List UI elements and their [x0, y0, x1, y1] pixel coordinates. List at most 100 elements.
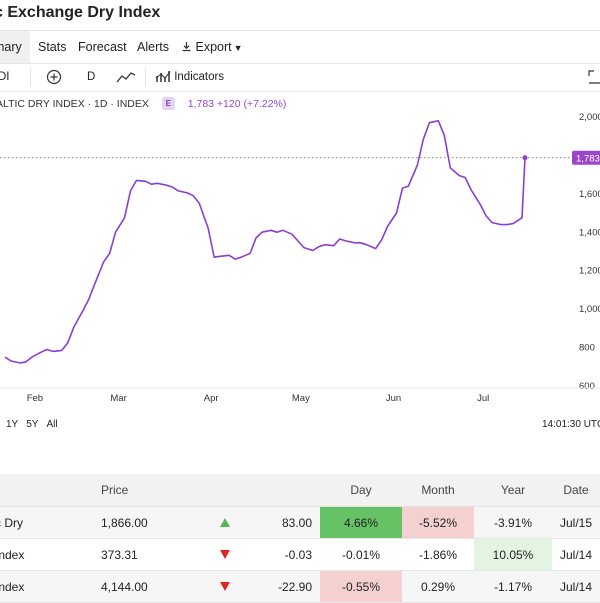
indicators-icon: [155, 70, 171, 82]
table-row[interactable]: Index4,144.00 -22.90-0.55%0.29%-1.17%Jul/…: [0, 570, 600, 603]
tab-forecast-label: Forecast: [78, 40, 127, 54]
table-row[interactable]: Index373.31 -0.03-0.01%-1.86%10.05%Jul/14: [0, 538, 600, 571]
page-title: c Exchange Dry Index: [0, 4, 161, 21]
cell-name[interactable]: Index: [0, 538, 100, 571]
y-tick-label: 2,000: [579, 112, 600, 123]
tab-alerts-label: Alerts: [137, 40, 169, 54]
cell-change: 83.00: [245, 506, 320, 539]
cell-month: -5.52%: [402, 506, 474, 539]
price-tag-label: 1,783: [576, 154, 600, 165]
col-name-header: [0, 474, 100, 507]
y-tick-label: 800: [579, 343, 595, 354]
chart-toolbar: DI D Indicators: [0, 63, 600, 92]
cell-name[interactable]: Index: [0, 570, 100, 603]
tab-forecast[interactable]: Forecast: [78, 31, 127, 63]
cell-change: -22.90: [245, 570, 320, 603]
cell-date: Jul/14: [552, 570, 600, 603]
cell-price: 4,144.00: [100, 570, 205, 603]
y-tick-label: 1,200: [579, 266, 600, 277]
arrow-down-icon: [220, 549, 230, 559]
table-header-row: Price Day Month Year Date: [0, 474, 600, 507]
price-tag: 1,783: [572, 150, 600, 165]
cell-price: 373.31: [100, 538, 205, 571]
cell-name[interactable]: c Dry: [0, 506, 100, 539]
col-change-header: [245, 474, 320, 507]
col-date-header: Date: [552, 474, 600, 507]
cell-change: -0.03: [245, 538, 320, 571]
y-tick-label: 1,000: [579, 304, 600, 315]
col-year-header[interactable]: Year: [474, 474, 552, 507]
col-dir-header: [205, 474, 245, 507]
y-tick-label: 1,600: [579, 189, 600, 200]
col-price-header[interactable]: Price: [100, 474, 205, 507]
indicators-label: Indicators: [174, 71, 225, 83]
cell-direction: [205, 506, 245, 539]
cell-direction: [205, 538, 245, 571]
x-tick-label: Feb: [27, 393, 43, 404]
range-all[interactable]: All: [46, 419, 58, 430]
range-1y[interactable]: 1Y: [6, 419, 19, 430]
x-tick-label: Jul: [477, 393, 489, 404]
cell-date: Jul/15: [552, 506, 600, 539]
legend-symbol-name: ALTIC DRY INDEX · 1D · INDEX: [0, 98, 149, 110]
interval-label: D: [87, 71, 96, 83]
cell-year: -3.91%: [474, 506, 552, 539]
tab-bar: mary Stats Forecast Alerts Export▼: [0, 30, 600, 64]
legend-last-value: 1,783 +120 (+7.22%): [187, 98, 287, 110]
indicators-button[interactable]: Indicators: [155, 63, 224, 91]
tab-summary-label: mary: [0, 40, 22, 54]
cell-day: -0.01%: [320, 538, 402, 571]
cell-month: -1.86%: [402, 538, 474, 571]
y-tick-label: 1,400: [579, 227, 600, 238]
export-dropdown[interactable]: Export ▼: [181, 31, 243, 63]
toolbar-divider: [30, 68, 31, 86]
symbol-label: DI: [0, 71, 10, 83]
cell-year: -1.17%: [474, 570, 552, 603]
compare-button[interactable]: [46, 63, 62, 91]
chart-style-button[interactable]: [116, 63, 136, 91]
y-axis: 600 800 1,000 1,200 1,400 1,600 2,000: [579, 112, 600, 392]
col-month-header[interactable]: Month: [402, 474, 474, 507]
download-icon: [182, 42, 191, 52]
range-5y[interactable]: 5Y: [26, 419, 39, 430]
plus-circle-icon: [46, 69, 62, 85]
tab-alerts[interactable]: Alerts: [137, 31, 169, 63]
tab-export-label: Export: [195, 40, 232, 54]
x-axis: Feb Mar Apr May Jun Jul: [0, 387, 600, 404]
tab-stats-label: Stats: [38, 40, 67, 54]
price-chart[interactable]: 600 800 1,000 1,200 1,400 1,600 2,000 Feb Mar Ap…: [0, 90, 600, 410]
cell-day: 4.66%: [320, 506, 402, 539]
range-selector: 1Y 5Y All: [6, 419, 66, 430]
y-tick-label: 600: [579, 381, 595, 392]
cell-year: 10.05%: [474, 538, 552, 571]
cell-direction: [205, 570, 245, 603]
arrow-up-icon: [220, 517, 230, 527]
tab-summary[interactable]: mary: [0, 31, 30, 63]
price-tag-bg: [572, 150, 600, 165]
x-tick-label: May: [292, 393, 310, 404]
last-point-marker: [522, 155, 528, 161]
chart-timestamp: 14:01:30 UTC: [542, 419, 600, 430]
interval-button[interactable]: D: [87, 63, 95, 91]
x-tick-label: Jun: [386, 393, 401, 404]
symbol-search[interactable]: DI: [0, 63, 10, 91]
toolbar-divider: [145, 68, 146, 86]
arrow-down-icon: [220, 581, 230, 591]
chart-legend: ALTIC DRY INDEX · 1D · INDEX E 1,783 +12…: [0, 97, 286, 110]
cell-day: -0.55%: [320, 570, 402, 603]
caret-down-icon: ▼: [233, 43, 243, 53]
cell-month: 0.29%: [402, 570, 474, 603]
col-day-header[interactable]: Day: [320, 474, 402, 507]
x-tick-label: Apr: [204, 393, 219, 404]
cell-date: Jul/14: [552, 538, 600, 571]
line-chart-icon: [116, 72, 136, 83]
series-path: [4, 119, 526, 364]
fullscreen-button[interactable]: [588, 63, 600, 91]
cell-price: 1,866.00: [100, 506, 205, 539]
tab-stats[interactable]: Stats: [38, 31, 67, 63]
series-line: [4, 119, 528, 364]
x-tick-label: Mar: [110, 393, 126, 404]
fullscreen-icon: [588, 70, 600, 84]
